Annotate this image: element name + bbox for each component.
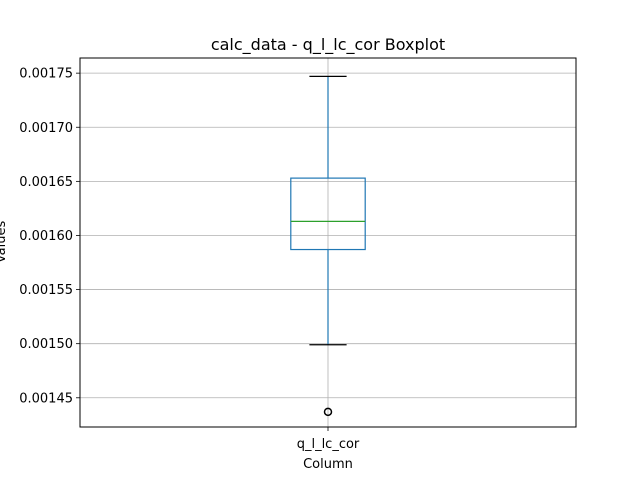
y-axis-label: Values bbox=[0, 221, 9, 264]
x-axis: q_l_lc_cor bbox=[297, 427, 360, 452]
y-axis: 0.00145 0.00150 0.00155 0.00160 0.00165 0.001… bbox=[19, 67, 80, 406]
y-tick-label: 0.00145 bbox=[19, 391, 73, 406]
y-tick-label: 0.00150 bbox=[19, 337, 73, 352]
x-tick-label: q_l_lc_cor bbox=[297, 437, 360, 452]
iqr-box bbox=[290, 177, 366, 251]
plot-layer bbox=[290, 75, 366, 417]
y-tick-label: 0.00165 bbox=[19, 175, 73, 190]
chart-title: calc_data - q_l_lc_cor Boxplot bbox=[211, 35, 445, 55]
x-axis-label: Column bbox=[303, 457, 353, 472]
y-tick-label: 0.00155 bbox=[19, 283, 73, 298]
y-tick-label: 0.00175 bbox=[19, 67, 73, 82]
outlier-point bbox=[323, 407, 333, 417]
y-tick-label: 0.00160 bbox=[19, 229, 73, 244]
y-tick-label: 0.00170 bbox=[19, 121, 73, 136]
